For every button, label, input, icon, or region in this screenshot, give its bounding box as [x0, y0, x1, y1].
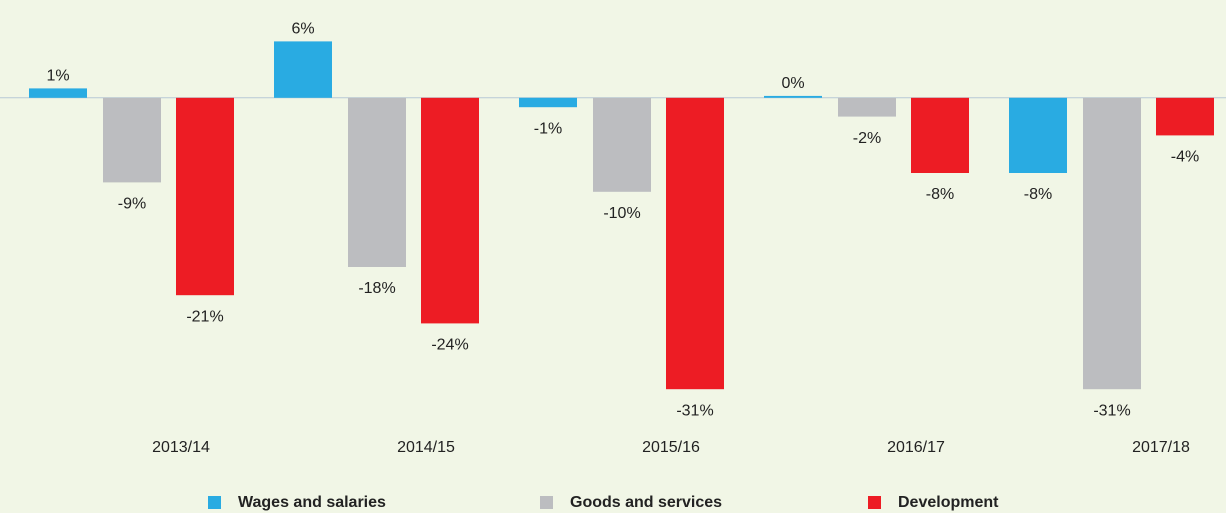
x-tick-label: 2015/16 — [642, 439, 700, 456]
bar — [764, 95, 822, 98]
bar — [1009, 97, 1067, 173]
legend-label: Goods and services — [570, 494, 722, 511]
bar — [1083, 97, 1141, 390]
bar — [666, 97, 724, 390]
legend-label: Wages and salaries — [238, 494, 386, 511]
x-tick-label: 2014/15 — [397, 439, 455, 456]
x-tick-label: 2013/14 — [152, 439, 210, 456]
value-label: -31% — [676, 402, 713, 419]
value-label: -24% — [431, 337, 468, 354]
legend-swatch — [868, 496, 881, 509]
value-label: -9% — [118, 196, 146, 213]
value-label: -31% — [1093, 402, 1130, 419]
bar — [593, 97, 651, 192]
value-label: -8% — [926, 186, 954, 203]
legend-swatch — [208, 496, 221, 509]
bar — [1156, 97, 1214, 136]
bar — [838, 97, 896, 117]
bar — [176, 97, 234, 296]
x-tick-label: 2016/17 — [887, 439, 945, 456]
bar — [421, 97, 479, 324]
value-label: -21% — [186, 308, 223, 325]
value-label: 6% — [291, 21, 314, 38]
value-label: -8% — [1024, 186, 1052, 203]
value-label: -10% — [603, 205, 640, 222]
value-label: -18% — [358, 280, 395, 297]
value-label: 0% — [781, 75, 804, 92]
value-label: -4% — [1171, 149, 1199, 166]
bar — [29, 88, 87, 98]
bar — [103, 97, 161, 183]
bar — [911, 97, 969, 173]
bar — [519, 97, 577, 108]
value-label: -2% — [853, 130, 881, 147]
bar — [274, 41, 332, 98]
legend-swatch — [540, 496, 553, 509]
legend-label: Development — [898, 494, 999, 511]
bar — [348, 97, 406, 267]
value-label: -1% — [534, 120, 562, 137]
value-label: 1% — [46, 68, 69, 85]
x-tick-label: 2017/18 — [1132, 439, 1190, 456]
